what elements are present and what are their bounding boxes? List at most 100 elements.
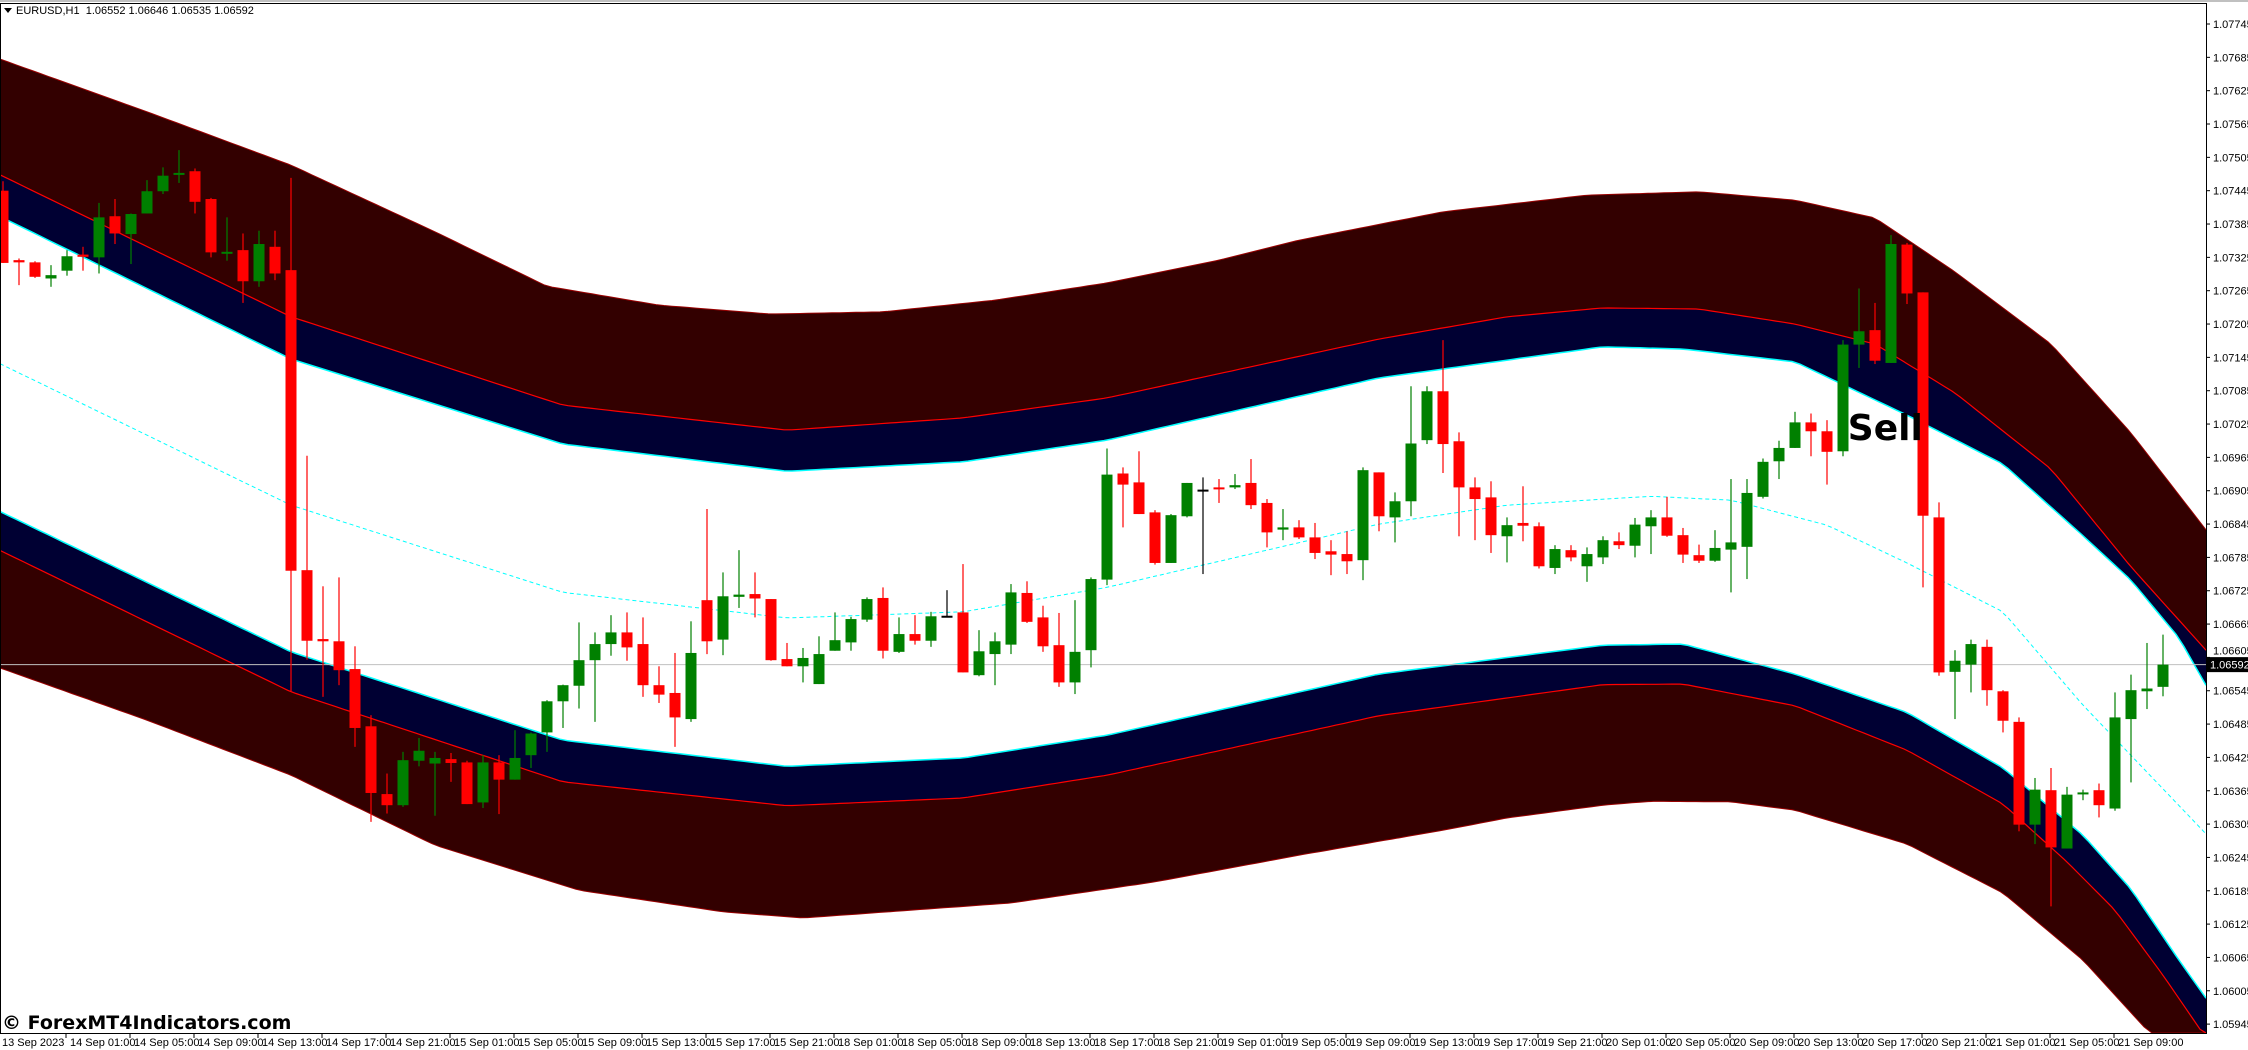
candles bbox=[1, 150, 2169, 907]
candle-body bbox=[301, 570, 313, 641]
candle bbox=[61, 250, 73, 276]
candle-body bbox=[525, 733, 537, 756]
price-tick-label: 1.06785 bbox=[2213, 552, 2248, 564]
candle bbox=[1821, 420, 1833, 485]
price-tick-label: 1.06485 bbox=[2213, 719, 2248, 731]
candle bbox=[589, 632, 601, 722]
candle bbox=[1389, 492, 1401, 543]
sell-signal-label: Sell bbox=[1848, 408, 1923, 449]
price-tick-label: 1.06305 bbox=[2213, 819, 2248, 831]
time-tick-label: 21 Sep 09:00 bbox=[2118, 1037, 2183, 1049]
time-tick-label: 19 Sep 13:00 bbox=[1414, 1037, 1479, 1049]
candle-body bbox=[1805, 422, 1817, 432]
candle bbox=[1469, 477, 1481, 541]
candle bbox=[957, 564, 969, 673]
price-tick-label: 1.07745 bbox=[2213, 19, 2248, 31]
time-tick-label: 20 Sep 01:00 bbox=[1606, 1037, 1671, 1049]
candle-body bbox=[333, 641, 345, 671]
indicator-bands bbox=[1, 58, 2206, 1033]
candle-body bbox=[1853, 331, 1865, 345]
candle bbox=[1965, 639, 1977, 693]
candle bbox=[717, 572, 729, 656]
candle-body bbox=[973, 651, 985, 676]
candle bbox=[1517, 486, 1529, 542]
candle bbox=[365, 715, 377, 822]
candle bbox=[2013, 717, 2025, 832]
candle-body bbox=[1469, 487, 1481, 500]
candle bbox=[1, 181, 9, 263]
candle bbox=[1773, 440, 1785, 480]
candle bbox=[1021, 581, 1033, 623]
time-tick-label: 14 Sep 17:00 bbox=[326, 1037, 391, 1049]
candle-body bbox=[1597, 540, 1609, 558]
candle bbox=[1197, 477, 1209, 575]
candle bbox=[1501, 517, 1513, 563]
time-tick-label: 14 Sep 09:00 bbox=[198, 1037, 263, 1049]
candle-body bbox=[2125, 690, 2137, 720]
candle-body bbox=[605, 632, 617, 645]
candle-body bbox=[125, 214, 137, 235]
candle-body bbox=[189, 171, 201, 202]
candle bbox=[925, 611, 937, 647]
candle-body bbox=[685, 652, 697, 720]
candle bbox=[1629, 517, 1641, 558]
time-tick-label: 14 Sep 01:00 bbox=[70, 1037, 135, 1049]
candle-body bbox=[1885, 244, 1897, 363]
candle bbox=[1373, 472, 1385, 532]
current-price-badge: 1.06592 bbox=[2207, 657, 2248, 673]
candle bbox=[909, 615, 921, 645]
price-tick-label: 1.06245 bbox=[2213, 852, 2248, 864]
candle bbox=[1565, 545, 1577, 562]
candle bbox=[2061, 786, 2073, 849]
price-tick-label: 1.06365 bbox=[2213, 786, 2248, 798]
time-tick-label: 18 Sep 09:00 bbox=[966, 1037, 1031, 1049]
price-tick-label: 1.05945 bbox=[2213, 1019, 2248, 1031]
price-tick-label: 1.06005 bbox=[2213, 986, 2248, 998]
candle-body bbox=[1357, 470, 1369, 561]
candle bbox=[397, 751, 409, 807]
candle bbox=[1981, 639, 1993, 706]
candle bbox=[2029, 777, 2041, 845]
symbol-timeframe: EURUSD,H1 bbox=[16, 5, 80, 17]
candle bbox=[541, 700, 553, 752]
candle-body bbox=[93, 217, 105, 258]
candle-body bbox=[1917, 292, 1929, 516]
price-tick-label: 1.07205 bbox=[2213, 319, 2248, 331]
candle bbox=[733, 550, 745, 608]
time-tick-label: 14 Sep 13:00 bbox=[262, 1037, 327, 1049]
candle-body bbox=[2061, 794, 2073, 849]
time-tick-label: 18 Sep 01:00 bbox=[838, 1037, 903, 1049]
candle-body bbox=[237, 250, 249, 282]
candle bbox=[893, 617, 905, 653]
lower-cyan-line bbox=[1, 511, 2206, 999]
candle bbox=[1165, 514, 1177, 563]
price-tick-label: 1.07085 bbox=[2213, 386, 2248, 398]
candle-body bbox=[1085, 579, 1097, 651]
candle bbox=[1453, 432, 1465, 537]
candle-body bbox=[1181, 482, 1193, 517]
candle-body bbox=[253, 244, 265, 282]
candle bbox=[829, 612, 841, 651]
price-tick-label: 1.06605 bbox=[2213, 646, 2248, 658]
candle bbox=[269, 230, 281, 281]
candle bbox=[1005, 584, 1017, 655]
candle bbox=[1837, 340, 1849, 457]
candle bbox=[973, 630, 985, 677]
candle-body bbox=[1021, 592, 1033, 622]
price-axis[interactable]: 1.07745 1.07685 1.07625 1.07565 1.07505 1.074… bbox=[2206, 19, 2248, 1031]
current-price-label: 1.06592 bbox=[2210, 660, 2248, 672]
chart-menu-arrow-icon[interactable] bbox=[4, 8, 12, 13]
candle-body bbox=[765, 599, 777, 661]
candle-body bbox=[1261, 502, 1273, 533]
price-tick-label: 1.07325 bbox=[2213, 252, 2248, 264]
candle bbox=[1229, 474, 1241, 490]
candle bbox=[109, 199, 121, 245]
candle-body bbox=[925, 616, 937, 641]
candle bbox=[1533, 522, 1545, 569]
candle-body bbox=[2045, 790, 2057, 848]
price-tick-label: 1.06125 bbox=[2213, 919, 2248, 931]
time-tick-label: 20 Sep 21:00 bbox=[1926, 1037, 1991, 1049]
candle-body bbox=[877, 597, 889, 651]
